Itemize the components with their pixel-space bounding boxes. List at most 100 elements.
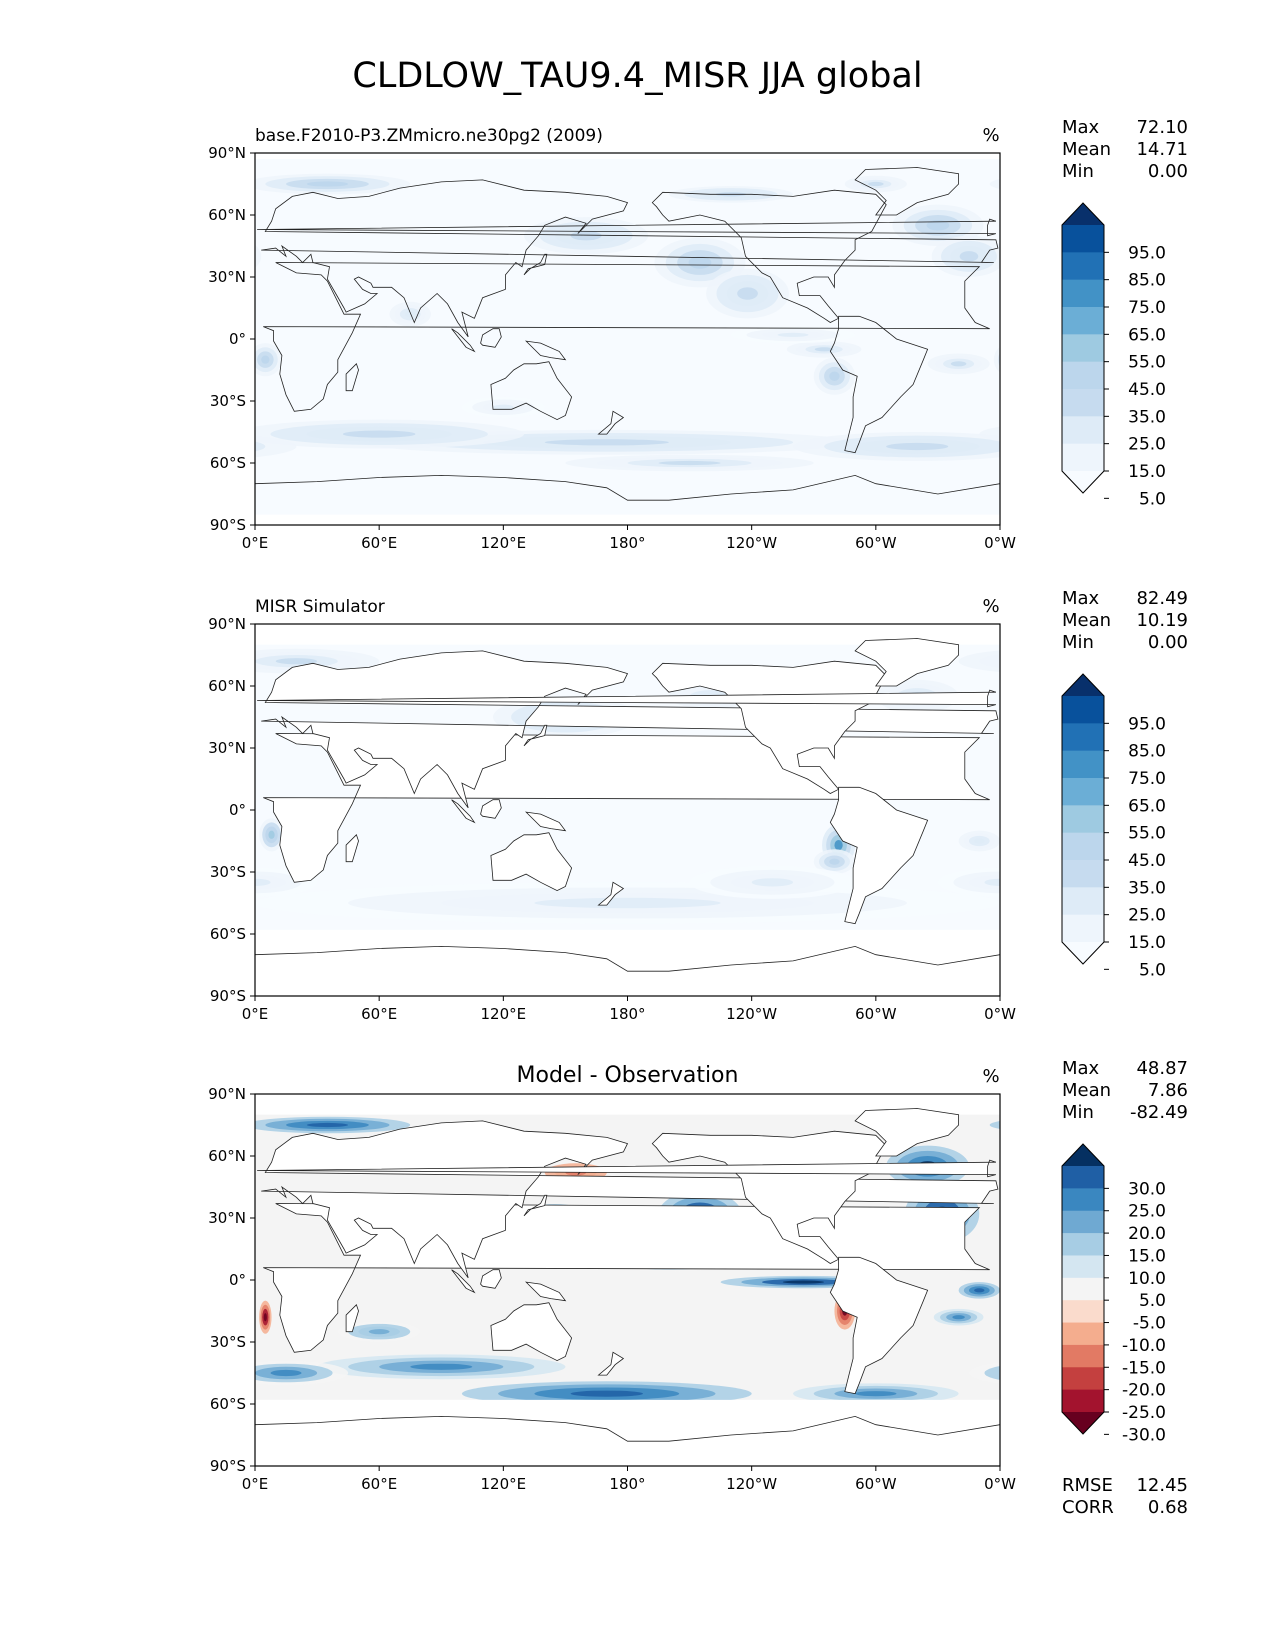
field-contour [229,838,239,843]
colorbar-tick-label: 65.0 [1128,796,1166,816]
field-contour [0,430,110,455]
field-contour [0,433,48,452]
colorbar-segment [1062,696,1104,724]
x-tick-label: 0°E [242,1475,269,1493]
stat-label: Max [1062,1058,1100,1079]
colorbar-segment [1062,1367,1104,1391]
colorbar-extend-max [1062,674,1104,696]
field-contour [974,1288,985,1293]
colorbar: 30.0 25.020.015.0 10.05.0 -5.0-10.0-15.0 -20… [1061,1143,1166,1445]
field-contour [110,1391,151,1396]
y-tick-label: 30°N [208,268,246,286]
field-contour [69,1386,193,1402]
field-contour [989,179,1000,189]
x-tick-label: 120°W [726,534,777,552]
units-label: % [982,1066,999,1087]
field-contour [1006,1305,1015,1330]
field-contour [1016,1370,1047,1376]
field-contour [100,176,162,193]
colorbar-segment [1062,443,1104,472]
coastline [524,1281,567,1302]
colorbar-tick-label: 55.0 [1128,824,1166,844]
y-tick-label: 30°N [208,1209,246,1227]
field-contour [81,830,106,861]
coastline [490,1302,573,1362]
x-tick-label: 0°W [984,1005,1016,1023]
colorbar-tick-label: 35.0 [1128,878,1166,898]
coastline [597,881,625,906]
coastline [257,218,997,237]
field-contour [141,684,203,709]
field-contour [1207,1381,1275,1406]
colorbar-segment [1062,887,1104,916]
stat-label: Max [1062,588,1100,609]
coastline [854,638,959,687]
x-tick-label: 0°W [984,534,1016,552]
colorbar-segment [1062,279,1104,308]
field-contour [0,192,1,196]
footer-stat-label: RMSE [1062,1475,1113,1496]
x-tick-label: 180° [609,534,645,552]
x-tick-label: 60°E [361,534,397,552]
coastline [480,1269,502,1289]
colorbar-tick-label: 35.0 [1128,407,1166,427]
field-contour [255,441,266,452]
field-contour [115,180,146,188]
coastline [257,1159,997,1178]
field-contour [0,1276,141,1288]
colorbar-tick-label: 95.0 [1128,714,1166,734]
field-contour [11,1218,15,1226]
colorbar-tick-label: 75.0 [1128,298,1166,318]
coastline [345,1304,359,1333]
no-data-band-south [255,514,1000,525]
x-tick-label: 0°W [984,1475,1016,1493]
field-contour [886,442,949,451]
colorbar-tick-label: 55.0 [1128,353,1166,373]
field-contour [255,435,297,458]
colorbar: 95.0 85.0 75.0 65.0 55.0 45.0 35.0 25.0 15.0 5.0 [1061,673,1166,980]
x-tick-label: 120°W [726,1005,777,1023]
field-contour [1269,217,1275,254]
field-contour [141,443,203,450]
coastline [524,340,567,361]
coastline [345,834,359,863]
field-contour [275,658,318,665]
field-contour [92,1297,108,1325]
x-tick-label: 120°W [726,1475,777,1493]
field-contour [993,346,1000,373]
colorbar-tick-label: 20.0 [1128,1224,1166,1244]
coastline [523,1194,548,1217]
field-contour [1166,433,1275,452]
field-contour [926,220,950,231]
field-contour [42,341,117,358]
field-contour [0,1381,7,1406]
map-panel-reference: 0°E 60°E 120°E 180° 120°W 60°W 0°W 90°N 60°N 30°N… [81,588,1188,1023]
colorbar-tick-label: 25.0 [1128,1202,1166,1222]
field-contour [658,460,721,466]
stat-value: 10.19 [1136,610,1188,631]
field-contour [48,1383,214,1404]
field-contour [7,1210,19,1235]
coastline [523,253,548,276]
y-tick-label: 90°S [210,987,246,1005]
stat-label: Mean [1062,1080,1111,1101]
units-label: % [982,596,999,617]
y-tick-label: 90°S [210,1457,246,1475]
field-contour [1114,1329,1135,1334]
field-contour [1207,397,1275,418]
coastline [255,1415,1000,1466]
colorbar-segment [1062,1188,1104,1212]
colorbar-extend-min [1062,1412,1104,1434]
coastline [257,689,997,708]
field-contour [989,1121,1000,1129]
field-contour [1021,658,1062,664]
field-contour [188,1207,207,1221]
field-contour [190,356,237,372]
field-contour [829,371,840,381]
field-contour [1228,436,1275,448]
field-contour [152,1151,214,1182]
colorbar-segment [1062,1344,1104,1368]
colorbar-segment [1062,389,1104,417]
colorbar-segment [1062,832,1104,861]
colorbar-tick-label: 5.0 [1139,1291,1166,1311]
